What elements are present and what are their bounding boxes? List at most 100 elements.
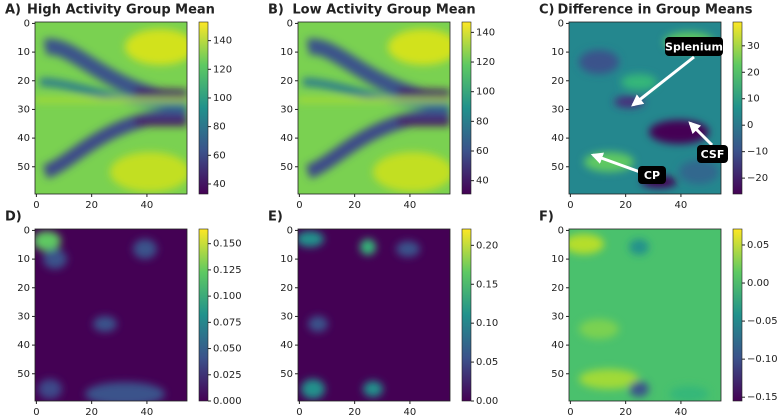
plot-frame	[568, 228, 722, 402]
x-tick-label: 40	[141, 407, 154, 415]
y-tick-label: 10	[280, 47, 293, 58]
annotation-box	[638, 166, 666, 184]
y-tick-label: 50	[17, 162, 30, 173]
colorbar-tick-label: 140	[476, 27, 495, 38]
colorbar-tick-label: 120	[476, 57, 495, 68]
x-tick-label: 40	[675, 407, 688, 415]
y-tick-label: 10	[17, 47, 30, 58]
y-tick-label: 10	[551, 254, 564, 265]
y-tick-label: 0	[24, 225, 30, 236]
colorbar	[732, 228, 743, 402]
annotation-text: CP	[644, 169, 660, 182]
y-tick-label: 50	[280, 162, 293, 173]
annotation-text: CSF	[701, 148, 725, 161]
y-tick-label: 50	[17, 369, 30, 380]
y-tick-label: 40	[280, 340, 293, 351]
colorbar-tick-label: 60	[213, 150, 226, 161]
colorbar-tick-label: −10	[747, 147, 768, 158]
y-tick-label: 0	[558, 225, 564, 236]
y-tick-label: 0	[558, 18, 564, 29]
plot-frame	[34, 21, 188, 195]
colorbar-tick-label: 0.20	[476, 240, 498, 251]
plot-frame	[297, 228, 451, 402]
colorbar-tick-label: 80	[213, 122, 226, 133]
y-tick-label: 40	[17, 133, 30, 144]
y-tick-label: 10	[17, 254, 30, 265]
x-tick-label: 20	[85, 407, 98, 415]
y-tick-label: 30	[17, 311, 30, 322]
colorbar-tick-label: 80	[476, 116, 489, 127]
x-tick-label: 20	[348, 200, 361, 211]
y-tick-label: 20	[17, 76, 30, 87]
y-tick-label: 40	[280, 133, 293, 144]
panel-title: Low Activity Group Mean	[292, 3, 475, 18]
y-tick-label: 30	[280, 311, 293, 322]
colorbar-tick-label: 0.10	[476, 318, 498, 329]
colorbar-tick-label: 10	[747, 94, 760, 105]
x-tick-label: 40	[675, 200, 688, 211]
colorbar-tick-label: 0.15	[476, 279, 498, 290]
y-tick-label: 30	[551, 311, 564, 322]
colorbar-tick-label: 30	[747, 41, 760, 52]
x-tick-label: 20	[619, 200, 632, 211]
colorbar-tick-label: −20	[747, 173, 768, 184]
panel-label: A)	[5, 3, 21, 18]
heatmap-image	[569, 229, 721, 401]
y-tick-label: 20	[17, 283, 30, 294]
plot-frame	[297, 21, 451, 195]
panel-label: E)	[268, 210, 283, 225]
y-tick-label: 20	[280, 283, 293, 294]
colorbar-tick-label: 100	[476, 87, 495, 98]
x-tick-label: 40	[404, 200, 417, 211]
plot-frame	[34, 228, 188, 402]
x-tick-label: 0	[33, 407, 39, 415]
x-tick-label: 20	[348, 407, 361, 415]
colorbar	[732, 21, 743, 195]
annotation-text: Splenium	[665, 41, 723, 54]
colorbar-tick-label: 0.00	[747, 278, 769, 289]
y-tick-label: 20	[280, 76, 293, 87]
colorbar-tick-label: −0.05	[747, 316, 778, 327]
colorbar-tick-label: 0.075	[213, 317, 242, 328]
y-tick-label: 0	[287, 18, 293, 29]
heatmap-image	[298, 229, 450, 401]
annotation-arrow	[590, 152, 641, 174]
x-tick-label: 0	[296, 200, 302, 211]
panel-label: D)	[5, 210, 22, 225]
plot-frame	[568, 21, 722, 195]
x-tick-label: 0	[567, 200, 573, 211]
x-tick-label: 20	[85, 200, 98, 211]
y-tick-label: 30	[280, 104, 293, 115]
y-tick-label: 40	[551, 133, 564, 144]
y-tick-label: 20	[551, 283, 564, 294]
colorbar-tick-label: 0.00	[476, 396, 498, 407]
y-tick-label: 0	[24, 18, 30, 29]
colorbar-tick-label: 40	[476, 176, 489, 187]
colorbar-tick-label: 140	[213, 36, 232, 47]
heatmap-image	[35, 229, 187, 401]
colorbar-tick-label: −0.15	[747, 392, 778, 403]
panel-title: High Activity Group Mean	[27, 3, 215, 18]
colorbar-tick-label: 0.025	[213, 370, 242, 381]
panel-label: C)	[539, 3, 554, 18]
x-tick-label: 40	[141, 200, 154, 211]
panel-label: F)	[539, 210, 554, 225]
x-tick-label: 40	[404, 407, 417, 415]
colorbar	[461, 228, 472, 402]
heatmap-image	[35, 22, 195, 194]
colorbar-tick-label: −0.10	[747, 354, 778, 365]
colorbar-tick-label: 0.125	[213, 265, 242, 276]
x-tick-label: 0	[567, 407, 573, 415]
y-tick-label: 40	[551, 340, 564, 351]
colorbar-tick-label: 40	[213, 179, 226, 190]
x-tick-label: 0	[33, 200, 39, 211]
panel-title: Difference in Group Means	[558, 3, 753, 18]
panel-label: B)	[268, 3, 284, 18]
colorbar	[461, 21, 472, 195]
y-tick-label: 0	[287, 225, 293, 236]
colorbar-tick-label: 100	[213, 93, 232, 104]
x-tick-label: 20	[619, 407, 632, 415]
colorbar-tick-label: 0.05	[476, 357, 498, 368]
colorbar-tick-label: 0.050	[213, 344, 242, 355]
